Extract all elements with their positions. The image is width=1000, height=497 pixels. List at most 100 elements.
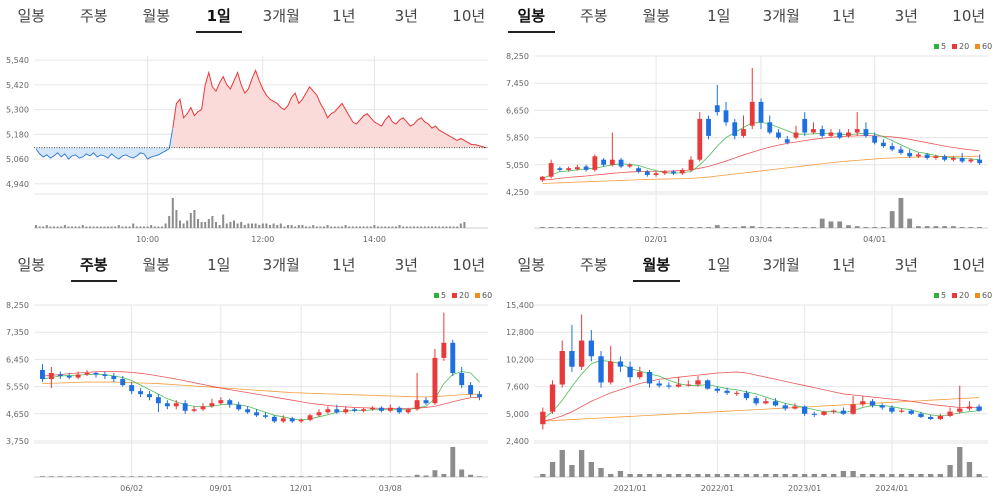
volume-bar <box>84 476 90 477</box>
volume-bar <box>319 226 322 228</box>
candle-body <box>164 403 170 407</box>
tab-weekly[interactable]: 주봉 <box>63 249 126 283</box>
volume-bar <box>247 223 250 228</box>
candle-body <box>102 374 108 377</box>
tab-10years[interactable]: 10년 <box>952 7 986 25</box>
tab-3years[interactable]: 3년 <box>894 7 918 25</box>
tab-monthly[interactable]: 월봉 <box>625 249 688 283</box>
volume-bar <box>222 214 225 228</box>
candle-body <box>271 416 277 422</box>
x-tick-label: 03/04 <box>749 235 772 244</box>
tab-daily[interactable]: 일봉 <box>517 256 546 274</box>
volume-bar <box>57 476 63 477</box>
tab-weekly[interactable]: 주봉 <box>579 7 608 25</box>
candle-body <box>753 398 759 404</box>
tab-daily[interactable]: 일봉 <box>17 256 46 274</box>
tab-10years[interactable]: 10년 <box>952 256 986 274</box>
volume-bar <box>155 476 161 477</box>
tab-3months[interactable]: 3개월 <box>262 7 300 25</box>
candle-body <box>758 101 764 123</box>
volume-bar <box>566 227 572 228</box>
volume-bar <box>413 226 415 228</box>
tab-1day[interactable]: 1일 <box>707 7 731 25</box>
candle-body <box>423 400 429 404</box>
volume-bar <box>548 227 554 228</box>
weekly-candle-chart: 3,750 4,650 5,550 6,450 7,350 8,250 06/02 09/01… <box>6 291 492 493</box>
tab-1year[interactable]: 1년 <box>332 256 356 274</box>
candle-body <box>863 129 869 136</box>
candle-body <box>66 376 72 378</box>
volume-bar <box>56 226 59 228</box>
y-tick-label: 7,350 <box>6 328 29 337</box>
volume-bar <box>315 226 318 228</box>
tab-monthly[interactable]: 월봉 <box>142 7 171 25</box>
x-tick-label: 2024/01 <box>875 484 908 493</box>
volume-bar <box>89 226 91 228</box>
volume-bar <box>323 226 325 228</box>
volume-bar <box>723 227 729 228</box>
y-tick-label: 5,540 <box>6 56 29 65</box>
tab-1day[interactable]: 1일 <box>707 256 731 274</box>
tab-weekly[interactable]: 주봉 <box>579 256 608 274</box>
volume-bar <box>732 227 738 228</box>
tab-10years[interactable]: 10년 <box>452 7 486 25</box>
tab-3months[interactable]: 3개월 <box>762 7 800 25</box>
tab-monthly[interactable]: 월봉 <box>642 7 671 25</box>
y-tick-label: 6,650 <box>506 106 529 115</box>
tab-weekly[interactable]: 주봉 <box>79 7 108 25</box>
x-tick-label: 04/01 <box>863 235 886 244</box>
price-line-below <box>35 128 174 160</box>
tab-1year[interactable]: 1년 <box>332 7 356 25</box>
candle-body <box>598 356 604 383</box>
volume-bar <box>96 226 99 228</box>
volume-bar <box>53 226 55 228</box>
tab-3years[interactable]: 3년 <box>894 256 918 274</box>
volume-bar <box>802 227 808 228</box>
volume-bar <box>283 226 286 228</box>
volume-bar <box>380 226 383 228</box>
y-tick-label: 8,250 <box>506 52 529 61</box>
volume-bar <box>675 474 682 477</box>
volume-bar <box>618 227 624 228</box>
candle-body <box>588 340 594 357</box>
tab-1year[interactable]: 1년 <box>832 256 856 274</box>
x-tick-label: 06/02 <box>120 484 143 493</box>
candle-body <box>749 101 755 126</box>
tab-1year[interactable]: 1년 <box>832 7 856 25</box>
tab-3months[interactable]: 3개월 <box>262 256 300 274</box>
volume-bar <box>609 227 615 228</box>
x-tick-label: 14:00 <box>363 235 386 244</box>
legend-label: 20 <box>959 291 969 300</box>
volume-bar <box>431 226 433 228</box>
volume-bar <box>280 476 286 477</box>
tab-3months[interactable]: 3개월 <box>762 256 800 274</box>
tab-1day[interactable]: 1일 <box>188 0 251 34</box>
candle-body <box>671 171 676 174</box>
tab-daily[interactable]: 일봉 <box>500 0 563 34</box>
tab-10years[interactable]: 10년 <box>452 256 486 274</box>
tab-3years[interactable]: 3년 <box>394 7 418 25</box>
volume-bar <box>423 475 429 477</box>
volume-bar <box>636 227 641 228</box>
volume-bar <box>432 470 438 477</box>
legend-swatch <box>475 293 480 298</box>
candle-body <box>84 373 90 375</box>
candle-body <box>776 132 781 138</box>
volume-bar <box>261 223 264 228</box>
volume-bar <box>377 226 379 228</box>
volume-bar <box>114 226 117 228</box>
volume-bar <box>227 476 233 477</box>
volume-bar <box>186 220 189 228</box>
tab-1day[interactable]: 1일 <box>207 256 231 274</box>
candle-body <box>916 154 921 157</box>
tab-monthly[interactable]: 월봉 <box>142 256 171 274</box>
candle-body <box>732 122 738 136</box>
candle-body <box>767 122 773 133</box>
volume-bar <box>968 227 974 228</box>
tab-3years[interactable]: 3년 <box>394 256 418 274</box>
candle-body <box>801 406 808 414</box>
tab-daily[interactable]: 일봉 <box>17 7 46 25</box>
y-tick-label: 4,940 <box>6 180 29 189</box>
volume-bar <box>819 218 825 228</box>
volume-bar <box>361 476 367 477</box>
